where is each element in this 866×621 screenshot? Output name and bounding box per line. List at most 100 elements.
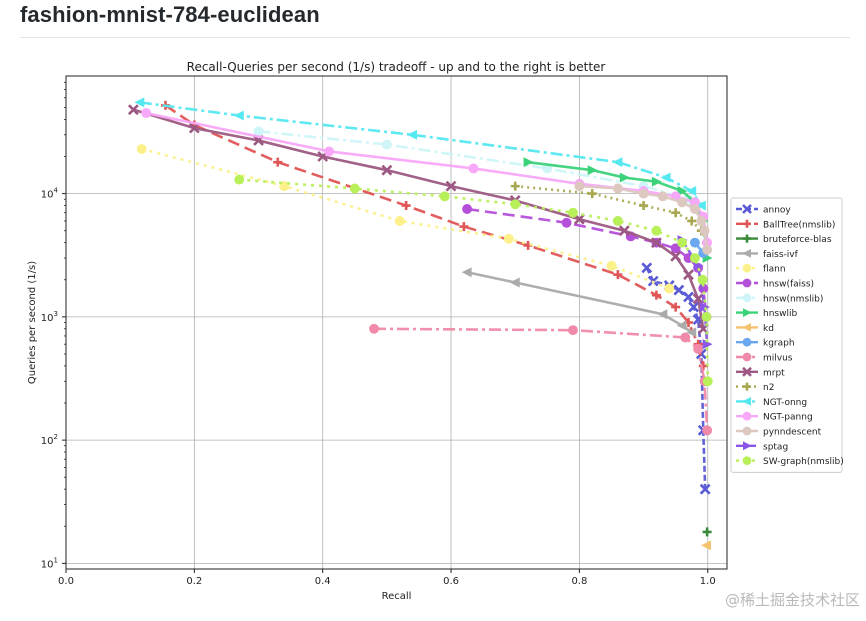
chart-title: Recall-Queries per second (1/s) tradeoff… [187,60,606,74]
legend-entry: BallTree(nmslib) [736,219,835,230]
series-line [258,130,689,201]
data-point [234,174,245,185]
legend-marker [742,337,752,347]
legend-marker [742,249,751,258]
legend-marker [743,308,752,317]
data-point [641,262,653,274]
series-line [239,178,710,382]
data-point [233,110,244,121]
series-milvus [369,323,713,436]
legend-marker [742,411,752,421]
legend-label: n2 [763,383,774,393]
data-point [677,197,688,208]
legend-marker [742,397,751,406]
legend-label: bruteforce-blas [763,235,832,245]
data-point [687,216,697,226]
series-balltree-nmslib- [160,100,708,371]
data-point [574,181,585,192]
y-axis-label: Queries per second (1/s) [27,261,38,384]
data-point [561,217,572,228]
x-tick-label: 0.6 [443,576,459,587]
legend-label: flann [763,265,786,275]
data-point [651,225,662,236]
data-point [468,163,479,174]
data-point [401,201,411,211]
legend-label: hnsw(nmslib) [763,294,823,304]
series-line [141,147,670,290]
legend-marker [742,278,752,288]
data-point [702,244,713,255]
data-point [381,139,392,150]
data-point [702,527,712,537]
x-tick-label: 0.4 [315,576,331,587]
data-point [702,376,713,387]
data-point [657,191,668,202]
data-point [692,293,704,305]
legend-marker [742,323,751,332]
y-tick-label: 103 [41,310,58,324]
data-point [660,172,671,183]
grid-lines [65,76,727,569]
legend-entry: faiss-ivf [736,249,799,260]
legend-label: NGT-onng [763,398,807,408]
data-point [136,144,147,154]
legend-label: annoy [763,206,791,216]
data-point [676,320,687,331]
data-point [702,339,713,350]
data-point [613,270,623,280]
data-point [587,165,598,176]
data-point [693,343,704,354]
legend-marker [743,219,751,228]
legend-label: sptag [763,442,788,452]
y-tick-label: 101 [41,556,58,570]
legend-label: pynndescent [763,428,822,438]
data-point [700,302,710,313]
legend-label: faiss-ivf [763,250,799,260]
legend-label: hnsw(faiss) [763,280,814,290]
data-point [568,325,578,336]
data-point [695,200,706,211]
data-point [638,188,649,199]
data-point [670,250,682,262]
data-point [612,216,623,226]
data-point [369,323,379,334]
legend-label: kd [763,324,774,334]
data-point [568,207,578,218]
data-point [324,146,335,157]
legend-entry: kgraph [736,337,795,349]
data-point [349,183,360,194]
legend-marker [742,456,752,465]
data-point [459,222,469,232]
data-point [689,204,700,214]
data-point [657,309,668,320]
data-point [671,208,681,218]
legend-marker [743,234,751,243]
data-point [686,327,697,338]
chart-container: Recall-Queries per second (1/s) tradeoff… [0,40,866,616]
legend-marker [742,263,752,273]
y-tick-label: 104 [41,187,59,201]
series-pynndescent [574,181,713,255]
data-point [612,157,623,168]
series-line [374,327,709,431]
data-point [701,540,711,551]
data-point [619,172,630,183]
legend-marker [743,382,751,391]
legend-label: milvus [763,354,793,364]
data-point [677,237,688,248]
legend-box [730,197,843,473]
series-flann [136,144,675,294]
x-tick-label: 0.2 [186,576,202,587]
x-axis-label: Recall [382,591,412,602]
data-point [407,129,418,140]
data-point [670,243,681,254]
data-point [688,301,700,313]
legend-label: hnswlib [763,309,797,319]
title-divider [20,37,850,38]
data-point [445,180,457,192]
data-point [697,274,708,285]
legend-marker [743,441,752,451]
data-point [509,277,520,288]
data-point [680,332,691,343]
data-point [650,237,662,249]
